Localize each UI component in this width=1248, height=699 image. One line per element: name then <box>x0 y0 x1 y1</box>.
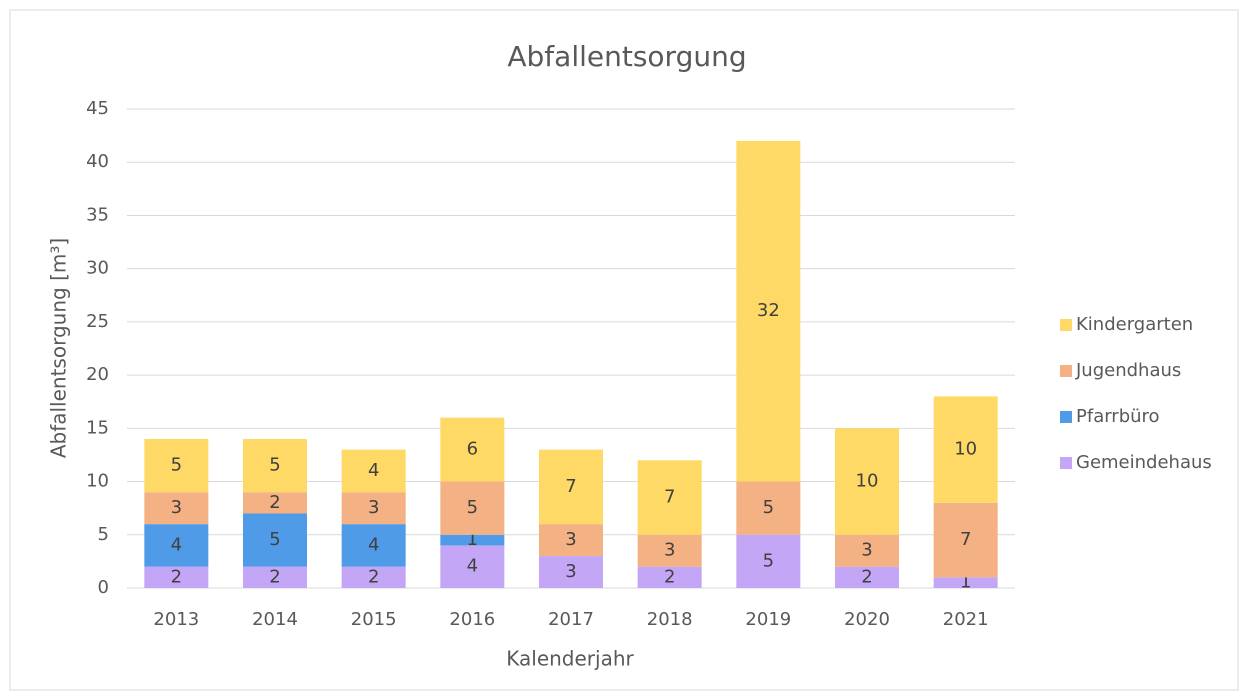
data-label: 3 <box>565 561 576 582</box>
y-tick-label: 35 <box>86 204 109 225</box>
y-axis-label: Abfallentsorgung [m³] <box>47 238 71 458</box>
data-label: 3 <box>565 529 576 550</box>
data-label: 7 <box>565 476 576 497</box>
bar-segment <box>835 534 899 567</box>
legend-swatch <box>1060 319 1072 331</box>
bar-segment <box>440 545 505 588</box>
data-label: 2 <box>861 566 872 587</box>
bar-segment <box>144 438 209 493</box>
y-tick-label: 40 <box>86 151 109 172</box>
bar-segment <box>933 396 998 503</box>
bar-segment <box>341 449 406 493</box>
legend-swatch <box>1060 457 1072 469</box>
y-tick-label: 0 <box>98 577 109 598</box>
bar-segment <box>539 449 603 525</box>
x-tick-label: 2020 <box>844 609 890 630</box>
legend-label: Gemeindehaus <box>1076 452 1212 473</box>
legend-label: Pfarrbüro <box>1076 406 1160 427</box>
data-label: 5 <box>269 455 280 476</box>
bar-segment <box>835 428 899 535</box>
y-tick-label: 10 <box>86 471 109 492</box>
bar-segment <box>243 492 307 514</box>
data-label: 2 <box>368 566 379 587</box>
bar-segment <box>736 140 801 482</box>
x-tick-label: 2019 <box>745 609 791 630</box>
bar-segment <box>341 492 406 525</box>
bar-segment <box>539 524 603 557</box>
data-label: 4 <box>368 534 379 555</box>
legend-label: Jugendhaus <box>1075 360 1181 381</box>
x-tick-label: 2014 <box>252 609 298 630</box>
bar-segment <box>736 481 801 535</box>
bar-segment <box>341 566 406 588</box>
chart-title: Abfallentsorgung <box>507 40 746 73</box>
y-tick-label: 5 <box>98 524 109 545</box>
bar-segment <box>440 534 505 546</box>
bar-segment <box>144 524 209 567</box>
bar-segment <box>144 492 209 525</box>
bar-segment <box>539 556 603 588</box>
legend-swatch <box>1060 411 1072 423</box>
data-label: 32 <box>757 300 780 321</box>
data-label: 10 <box>954 439 977 460</box>
y-tick-label: 45 <box>86 98 109 119</box>
y-tick-label: 15 <box>86 417 109 438</box>
chart-border <box>9 9 1239 691</box>
x-tick-label: 2017 <box>548 609 594 630</box>
bar-segment <box>835 566 899 588</box>
y-tick-label: 30 <box>86 258 109 279</box>
data-label: 7 <box>664 487 675 508</box>
bar-segment <box>440 417 505 482</box>
legend-swatch <box>1060 365 1072 377</box>
data-label: 5 <box>171 455 182 476</box>
bar-segment <box>243 438 307 493</box>
bar-segment <box>144 566 209 588</box>
data-label: 2 <box>664 566 675 587</box>
data-label: 4 <box>467 556 478 577</box>
x-tick-label: 2013 <box>153 609 199 630</box>
data-label: 6 <box>467 439 478 460</box>
data-label: 1 <box>960 572 971 593</box>
data-label: 4 <box>171 534 182 555</box>
bar-segment <box>637 460 702 535</box>
bar-segment <box>637 566 702 588</box>
x-tick-label: 2021 <box>943 609 989 630</box>
bar-segment <box>243 513 307 567</box>
y-tick-label: 20 <box>86 364 109 385</box>
bar-segment <box>736 534 801 588</box>
data-label: 10 <box>856 471 879 492</box>
data-label: 5 <box>763 497 774 518</box>
data-label: 5 <box>763 550 774 571</box>
data-label: 5 <box>467 497 478 518</box>
data-label: 3 <box>861 540 872 561</box>
data-label: 1 <box>467 529 478 550</box>
x-tick-label: 2018 <box>647 609 693 630</box>
data-label: 4 <box>368 460 379 481</box>
x-tick-label: 2015 <box>351 609 397 630</box>
y-tick-label: 25 <box>86 311 109 332</box>
bar-segment <box>933 577 998 588</box>
data-label: 7 <box>960 529 971 550</box>
legend-label: Kindergarten <box>1076 314 1193 335</box>
x-axis-label: Kalenderjahr <box>506 647 634 671</box>
data-label: 3 <box>664 540 675 561</box>
data-label: 2 <box>269 492 280 513</box>
bar-segment <box>243 566 307 588</box>
bar-segment <box>440 481 505 535</box>
data-label: 3 <box>171 497 182 518</box>
bar-segment <box>637 534 702 567</box>
x-tick-label: 2016 <box>449 609 495 630</box>
bar-segment <box>341 524 406 567</box>
bar-segment <box>933 502 998 578</box>
data-label: 3 <box>368 497 379 518</box>
data-label: 5 <box>269 529 280 550</box>
data-label: 2 <box>171 566 182 587</box>
data-label: 2 <box>269 566 280 587</box>
